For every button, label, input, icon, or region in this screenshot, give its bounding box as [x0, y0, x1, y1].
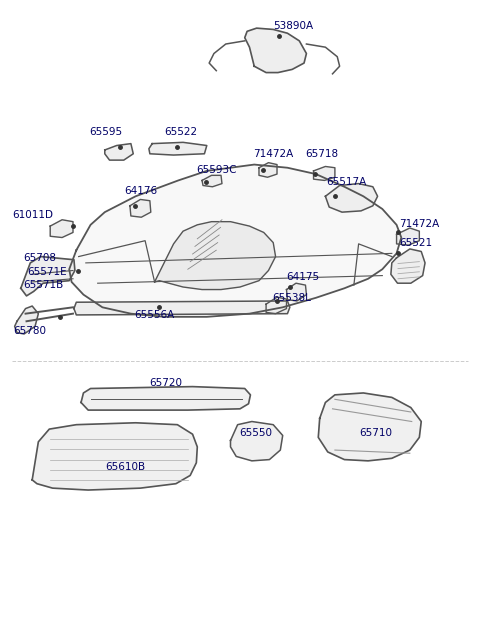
Polygon shape	[155, 221, 276, 289]
Polygon shape	[69, 164, 401, 317]
Text: 65571E: 65571E	[27, 267, 67, 276]
Text: 64176: 64176	[124, 186, 157, 196]
Polygon shape	[50, 220, 73, 237]
Text: 65710: 65710	[360, 428, 393, 438]
Polygon shape	[396, 228, 420, 245]
Text: 53890A: 53890A	[273, 21, 313, 31]
Text: 65593C: 65593C	[196, 164, 237, 175]
Text: 65780: 65780	[13, 326, 46, 336]
Polygon shape	[313, 166, 335, 180]
Text: 61011D: 61011D	[12, 211, 53, 220]
Text: 65538L: 65538L	[272, 292, 311, 303]
Text: 65521: 65521	[399, 237, 432, 248]
Polygon shape	[318, 393, 421, 461]
Text: 65556A: 65556A	[135, 310, 175, 320]
Polygon shape	[32, 423, 197, 490]
Polygon shape	[21, 257, 75, 296]
Polygon shape	[14, 306, 38, 334]
Polygon shape	[391, 249, 425, 284]
Text: 65720: 65720	[149, 378, 182, 388]
Polygon shape	[74, 301, 290, 315]
Polygon shape	[259, 163, 277, 177]
Polygon shape	[266, 297, 287, 314]
Polygon shape	[325, 184, 378, 212]
Text: 71472A: 71472A	[399, 219, 439, 228]
Polygon shape	[245, 28, 306, 72]
Polygon shape	[202, 175, 222, 187]
Text: 65708: 65708	[23, 253, 56, 263]
Text: 64175: 64175	[287, 272, 320, 282]
Text: 65718: 65718	[305, 148, 338, 159]
Polygon shape	[230, 422, 283, 461]
Text: 71472A: 71472A	[253, 148, 294, 159]
Polygon shape	[130, 200, 151, 217]
Text: 65550: 65550	[239, 428, 272, 438]
Polygon shape	[149, 142, 207, 155]
Text: 65571B: 65571B	[23, 280, 63, 290]
Text: 65610B: 65610B	[105, 462, 145, 472]
Text: 65517A: 65517A	[326, 177, 367, 187]
Text: 65595: 65595	[89, 127, 122, 136]
Text: 65522: 65522	[164, 127, 197, 136]
Polygon shape	[81, 387, 251, 410]
Polygon shape	[287, 284, 306, 301]
Polygon shape	[105, 143, 133, 160]
